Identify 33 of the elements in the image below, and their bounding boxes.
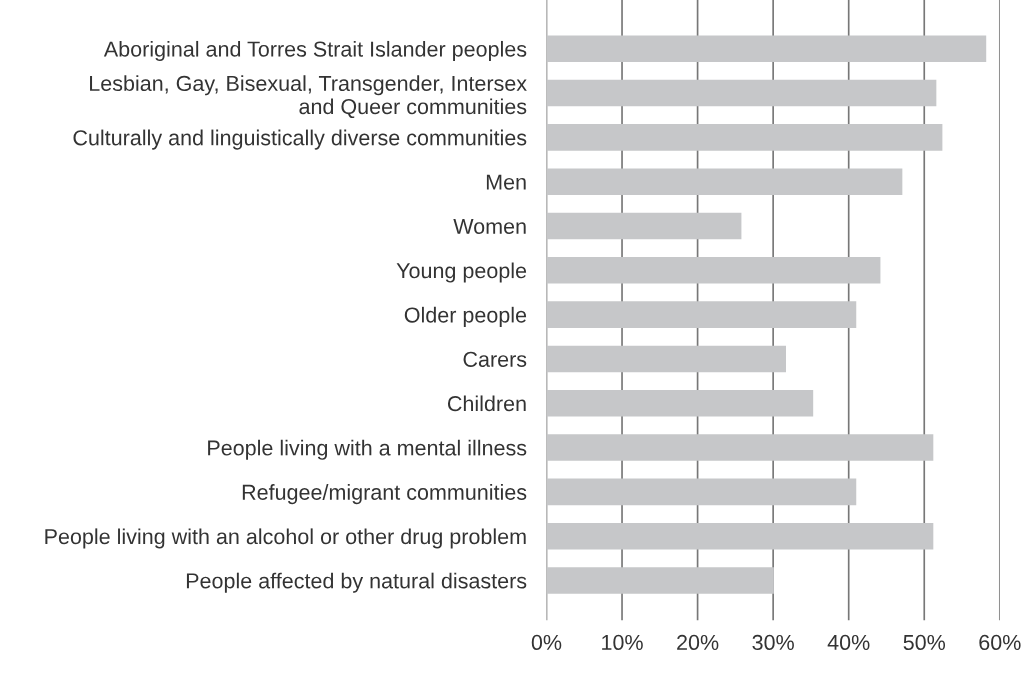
bar [546,79,937,107]
x-tick-label: 60% [979,634,1021,651]
y-tick-label: Young people [396,262,527,283]
y-tick-label: Culturally and linguistically diverse communities [73,129,527,150]
x-tick-label: 40% [827,634,870,651]
bar [546,35,987,63]
bar [546,567,774,594]
bar [546,212,742,240]
x-tick-label: 50% [903,634,946,651]
y-tick-label: Carers [463,351,527,367]
y-tick-label: People affected by natural disasters [186,572,527,593]
y-tick-label: Aboriginal and Torres Strait Islander peoples [103,40,527,62]
bar [546,345,786,373]
bar [546,478,857,506]
x-tick-label: 10% [602,634,643,651]
bar [546,301,857,328]
y-tick-label: Women [453,218,526,234]
bar [546,434,934,461]
y-tick-label: Lesbian, Gay, Bisexual, Transgender, Intersex and Queer communities [90,75,527,119]
y-tick-label: Refugee/migrant communities [242,484,527,505]
y-tick-label: Men [486,174,526,190]
x-tick-label: 30% [752,634,794,651]
bar [546,257,881,284]
y-tick-label: Children [447,395,526,412]
bar [546,389,814,417]
bar [546,522,934,550]
x-tick-label: 20% [677,634,719,651]
y-tick-label: People living with a mental illness [208,439,527,460]
y-tick-label: Older people [404,306,527,327]
x-tick-label: 0% [531,634,562,651]
bar [546,168,903,195]
y-tick-label: People living with an alcohol or other drug problem [45,528,526,549]
bar [546,124,943,151]
